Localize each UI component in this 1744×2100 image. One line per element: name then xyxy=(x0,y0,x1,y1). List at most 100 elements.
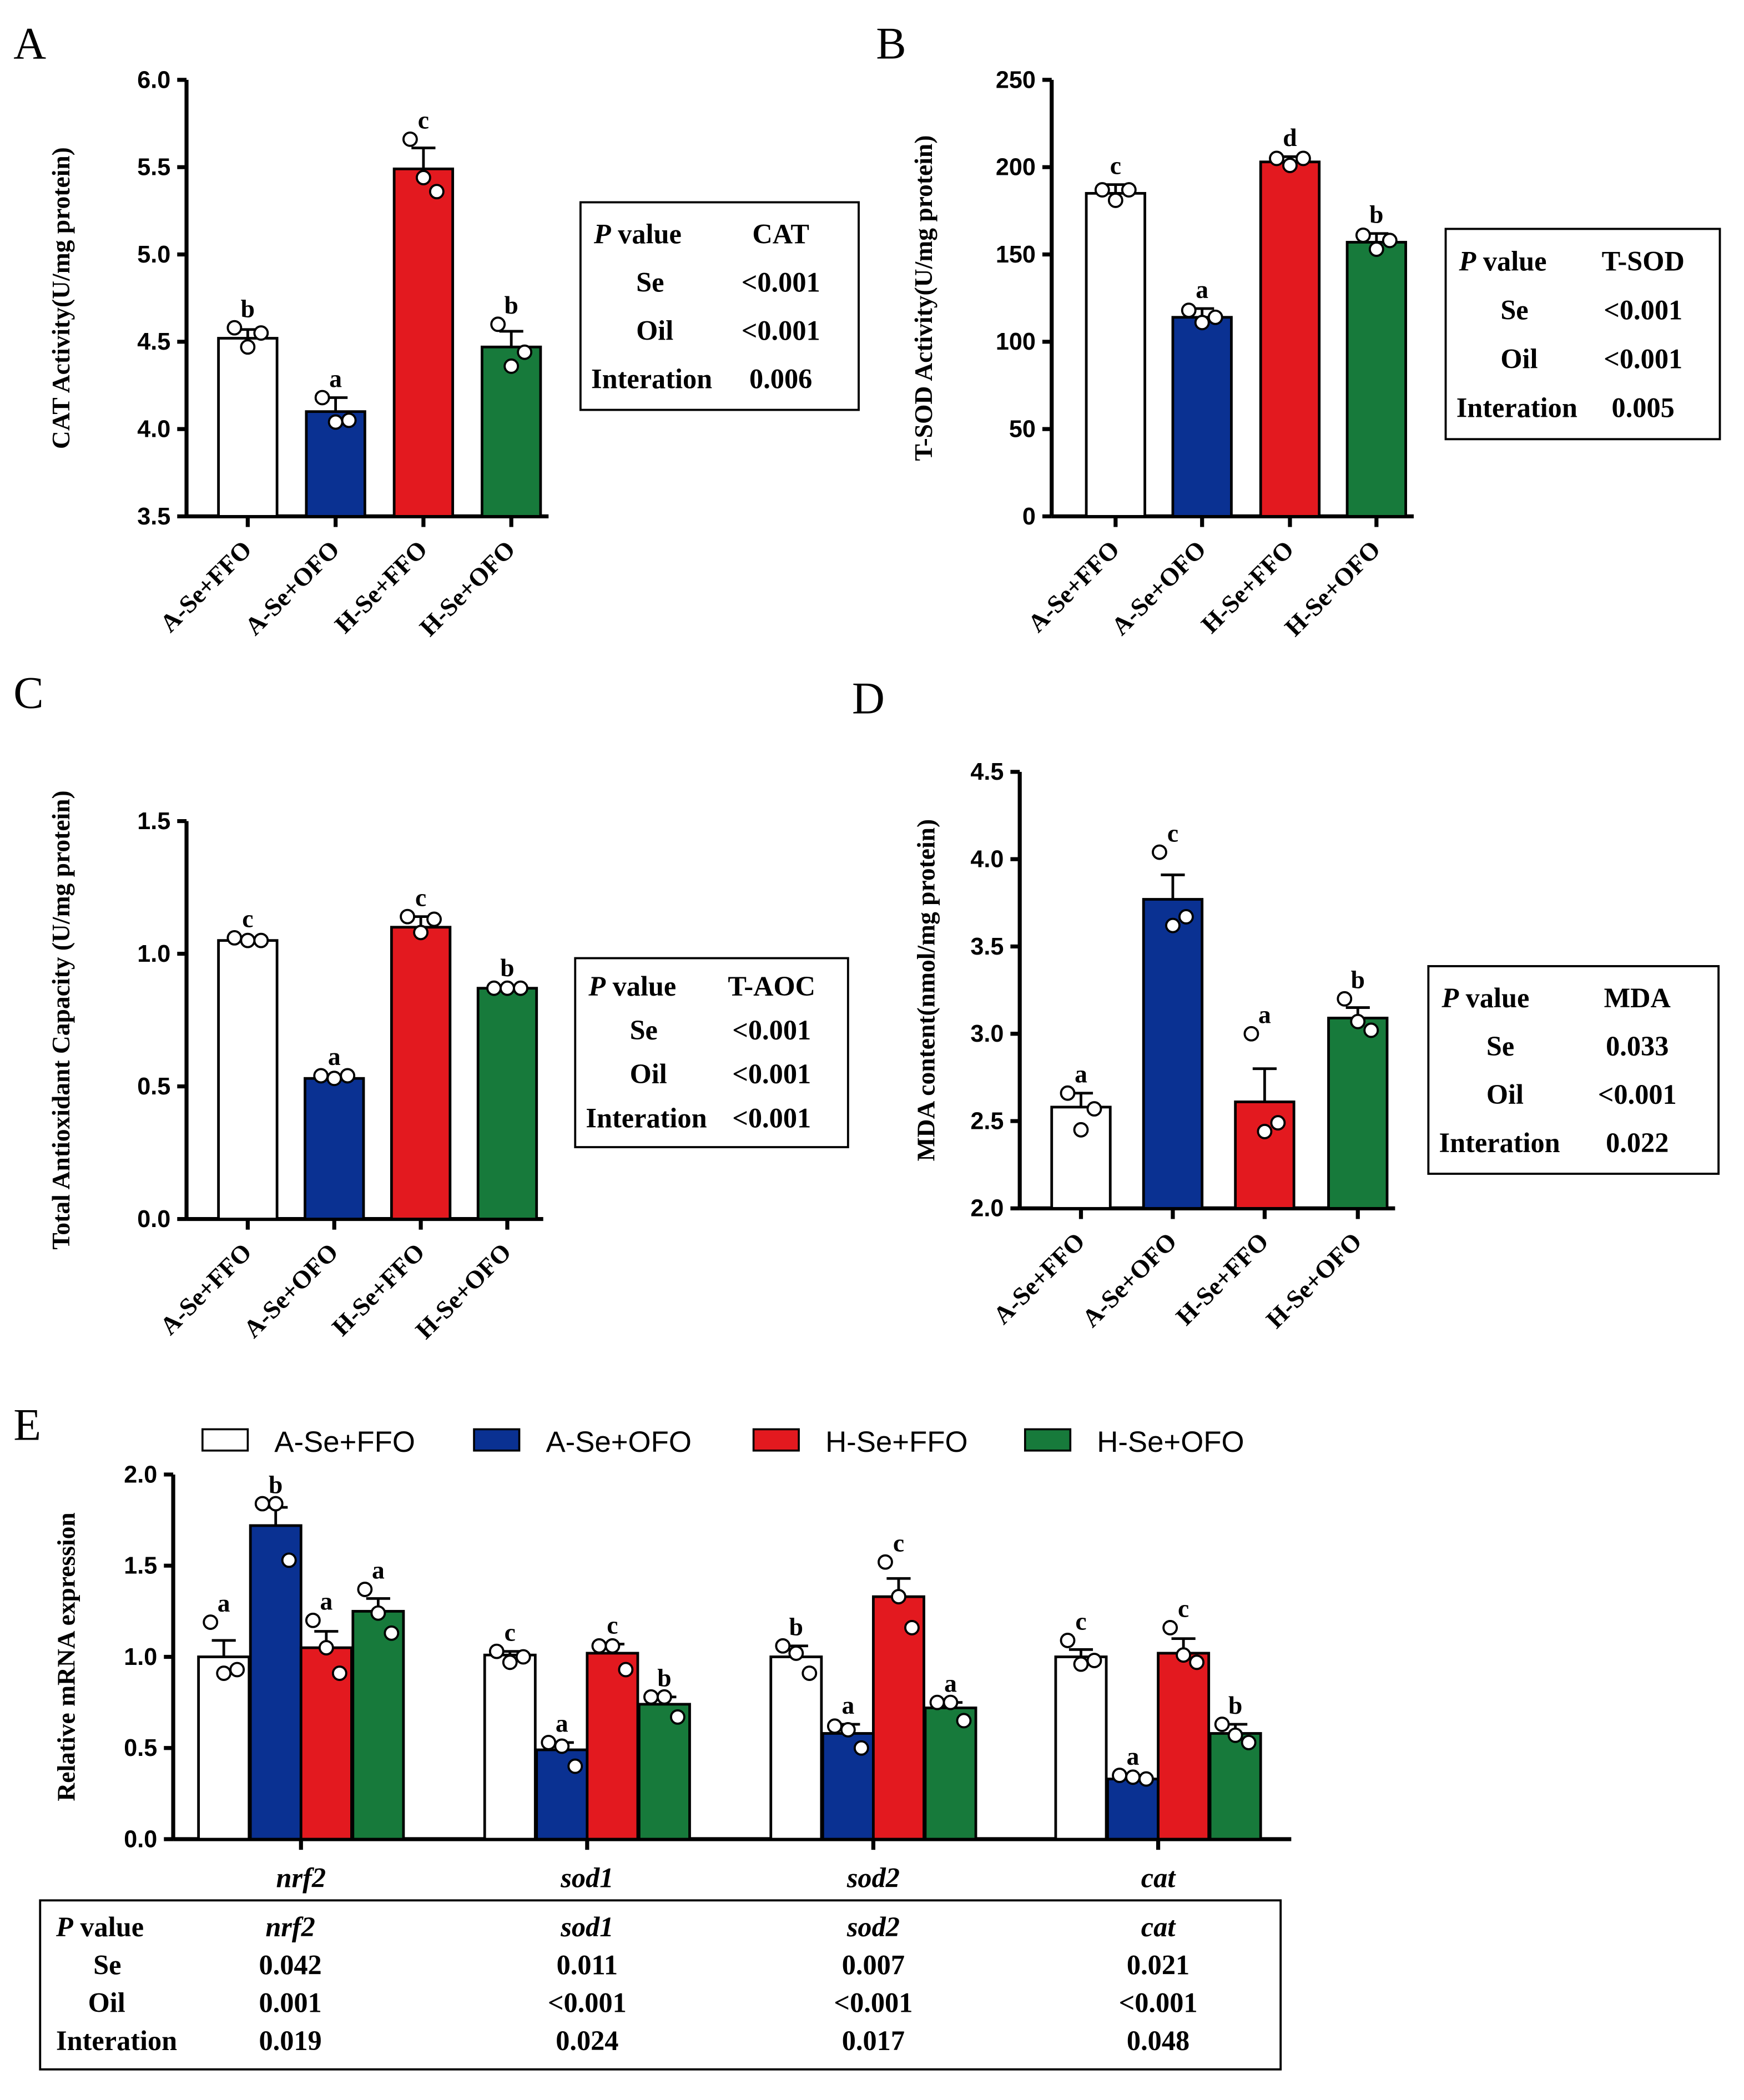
significance-letter: a xyxy=(218,1589,230,1617)
p-value-table xyxy=(579,201,860,411)
table-value: 0.033 xyxy=(1606,1031,1669,1062)
data-point xyxy=(426,911,442,927)
table-value: <0.001 xyxy=(742,315,820,346)
table-row-label: Oil xyxy=(630,1058,667,1089)
data-point xyxy=(1355,227,1371,243)
table-value: 0.011 xyxy=(557,1949,618,1980)
x-tick-label: H-Se+OFO xyxy=(414,535,521,642)
table-value: <0.001 xyxy=(834,1987,913,2018)
table-header: P value xyxy=(588,971,676,1002)
data-point xyxy=(517,344,533,360)
data-point xyxy=(1178,909,1194,925)
data-point xyxy=(826,1718,843,1734)
table-value: 0.005 xyxy=(1612,392,1675,423)
data-point xyxy=(268,1496,284,1512)
x-tick-label: H-Se+OFO xyxy=(1261,1227,1367,1334)
table-value: 0.042 xyxy=(259,1949,321,1980)
data-point xyxy=(1107,193,1123,208)
table-row-label: Oil xyxy=(636,315,673,346)
data-point xyxy=(515,1649,531,1665)
data-point xyxy=(1368,241,1384,257)
data-point xyxy=(400,908,416,925)
data-point xyxy=(1282,158,1298,173)
p-value-table xyxy=(574,957,849,1148)
panel-b: B 0 50 100 150 200 250 T-SOD Activity(U/mg prot… xyxy=(876,18,1721,642)
data-point xyxy=(1112,1768,1127,1783)
data-point xyxy=(1363,1022,1379,1038)
bar xyxy=(1327,1017,1389,1210)
significance-letter: b xyxy=(504,291,518,319)
x-tick-label: A-Se+OFO xyxy=(1106,535,1211,640)
y-tick-label: 0 xyxy=(1022,503,1036,530)
y-tick-label: 50 xyxy=(1009,416,1036,442)
table-row-label: Interation xyxy=(1456,392,1577,423)
bar xyxy=(1085,191,1146,518)
table-value: <0.001 xyxy=(1604,344,1682,375)
data-point xyxy=(253,325,269,341)
data-point xyxy=(1337,991,1353,1007)
panel-label: D xyxy=(852,673,885,723)
y-tick-label: 4.0 xyxy=(137,416,170,442)
y-tick-label: 0.5 xyxy=(137,1073,170,1100)
data-point xyxy=(503,358,520,374)
table-row-label: Se xyxy=(1500,294,1528,325)
table-value: 0.006 xyxy=(749,363,812,394)
table-value: <0.001 xyxy=(742,266,820,297)
data-point xyxy=(326,1071,342,1087)
significance-letter: c xyxy=(1110,151,1121,179)
y-tick-label: 3.5 xyxy=(970,933,1004,960)
data-point xyxy=(1296,150,1311,166)
table-value: <0.001 xyxy=(732,1014,811,1046)
bar xyxy=(351,1609,405,1841)
significance-letter: c xyxy=(505,1618,516,1646)
significance-letter: a xyxy=(556,1709,568,1738)
data-point xyxy=(1060,1633,1076,1648)
data-point xyxy=(331,1665,347,1681)
table-value: 0.019 xyxy=(259,2025,321,2056)
y-tick-label: 5.0 xyxy=(137,241,170,268)
table-header: P value xyxy=(1441,982,1529,1013)
x-tick-label: A-Se+OFO xyxy=(238,1238,343,1343)
x-tick-label: A-Se+FFO xyxy=(987,1227,1090,1330)
significance-letter: c xyxy=(1075,1607,1086,1635)
table-value: <0.001 xyxy=(1119,1987,1198,2018)
y-tick-label: 200 xyxy=(996,154,1036,181)
table-value: <0.001 xyxy=(1604,294,1682,325)
table-header: sod1 xyxy=(560,1911,613,1942)
panel-label: B xyxy=(876,18,906,69)
data-point xyxy=(490,316,506,332)
x-tick-label: sod2 xyxy=(846,1862,900,1893)
table-header: T-AOC xyxy=(728,971,815,1002)
data-point xyxy=(226,320,243,336)
data-point xyxy=(904,1620,920,1635)
bar xyxy=(304,1077,365,1220)
table-header: sod2 xyxy=(846,1911,900,1942)
data-point xyxy=(929,1694,945,1710)
y-axis-label: T-SOD Activity(U/mg protein) xyxy=(909,135,937,461)
x-tick-label: sod1 xyxy=(560,1862,613,1893)
x-tick-label: A-Se+OFO xyxy=(1076,1227,1182,1332)
y-tick-label: 0.0 xyxy=(124,1826,157,1852)
data-point xyxy=(314,390,330,406)
table-row-label: Se xyxy=(1486,1031,1514,1062)
data-point xyxy=(370,1605,386,1621)
bar xyxy=(249,1524,303,1841)
data-point xyxy=(554,1738,570,1754)
data-point xyxy=(429,184,445,200)
y-tick-label: 1.0 xyxy=(124,1644,157,1670)
bar xyxy=(217,337,279,518)
data-point xyxy=(318,1640,334,1655)
data-point xyxy=(1207,309,1223,325)
data-point xyxy=(327,414,344,430)
table-value: <0.001 xyxy=(732,1102,811,1133)
data-point xyxy=(486,980,502,996)
y-tick-label: 2.0 xyxy=(124,1461,157,1488)
panel-label: E xyxy=(13,1400,41,1450)
bar xyxy=(872,1595,925,1841)
significance-letter: a xyxy=(328,1042,341,1071)
data-point xyxy=(415,170,431,185)
legend-swatch xyxy=(1024,1428,1072,1452)
y-tick-label: 4.5 xyxy=(137,329,170,355)
data-point xyxy=(1227,1727,1243,1743)
panel-a: A 3.5 4.0 4.5 5.0 5.5 6.0 CAT Activity(U/mg pro… xyxy=(13,18,860,642)
